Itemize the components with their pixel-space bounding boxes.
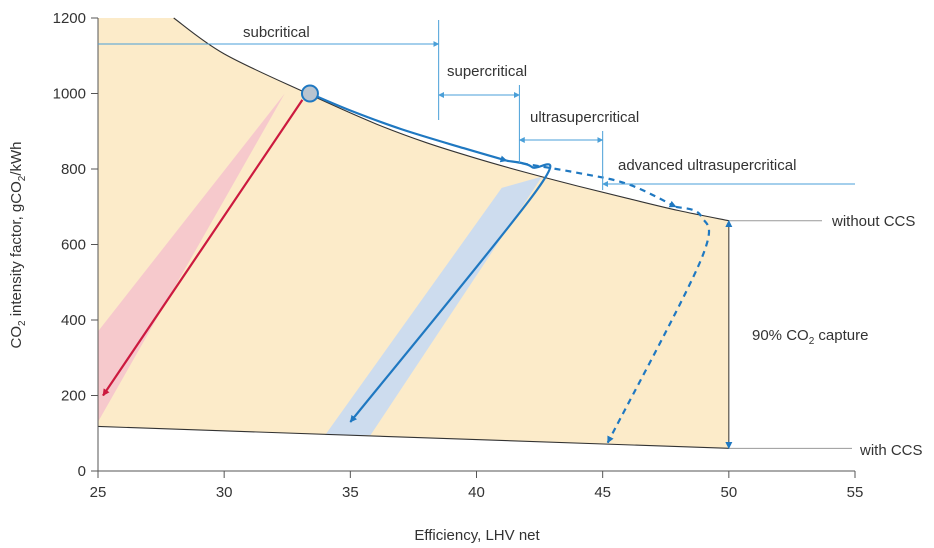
x-axis-title: Efficiency, LHV net [414, 527, 540, 544]
x-tick-label-30: 30 [216, 484, 233, 501]
label-capture: 90% CO2 capture [752, 327, 868, 347]
label-supercritical: supercritical [447, 63, 527, 80]
annotations [98, 20, 855, 190]
x-tick-label-45: 45 [594, 484, 611, 501]
y-axis-title-part-2: intensity factor, gCO [8, 181, 25, 320]
trajectory-bands [98, 93, 543, 436]
y-axis-title-part-1: CO [8, 326, 25, 349]
capture-sub: 2 [809, 336, 815, 347]
reference-lines [97, 17, 852, 450]
start-point-marker [300, 84, 319, 103]
y-axis-title: CO2 intensity factor, gCO2/kWh [8, 141, 28, 348]
label-subcritical: subcritical [243, 24, 310, 41]
y-axis-title-sub-1: 2 [17, 320, 28, 326]
series-3 [349, 159, 552, 423]
capture-part-2: capture [814, 327, 868, 344]
label-advanced-ultrasupercritical: advanced ultrasupercritical [618, 157, 796, 174]
line-with-ccs [97, 425, 729, 449]
y-axis-title-sub-2: 2 [17, 175, 28, 181]
y-axis-title-part-3: /kWh [8, 141, 25, 175]
feasible-region [98, 18, 729, 449]
series-0 [309, 92, 508, 163]
series-2 [102, 99, 304, 397]
region-fill [98, 18, 729, 449]
axes: 25 30 35 40 45 50 55 0 200 400 600 800 1000 1200 [53, 10, 864, 501]
x-tick-label-35: 35 [342, 484, 359, 501]
y-tick-label-1200: 1200 [53, 10, 86, 27]
band-0 [98, 93, 285, 422]
y-tick-label-800: 800 [61, 161, 86, 178]
x-tick-label-50: 50 [720, 484, 737, 501]
series-4 [606, 205, 711, 444]
y-tick-label-1000: 1000 [53, 86, 86, 103]
band-1 [325, 176, 543, 436]
label-with-ccs: with CCS [859, 442, 923, 459]
y-tick-label-400: 400 [61, 312, 86, 329]
x-tick-label-55: 55 [847, 484, 864, 501]
y-tick-label-200: 200 [61, 388, 86, 405]
x-tick-label-25: 25 [90, 484, 107, 501]
capture-part-1: 90% CO [752, 327, 809, 344]
y-tick-label-600: 600 [61, 237, 86, 254]
line-without-ccs [173, 17, 729, 222]
label-ultrasupercritical: ultrasupercritical [530, 109, 639, 126]
y-tick-label-0: 0 [78, 463, 86, 480]
x-tick-label-40: 40 [468, 484, 485, 501]
label-without-ccs: without CCS [831, 213, 915, 230]
